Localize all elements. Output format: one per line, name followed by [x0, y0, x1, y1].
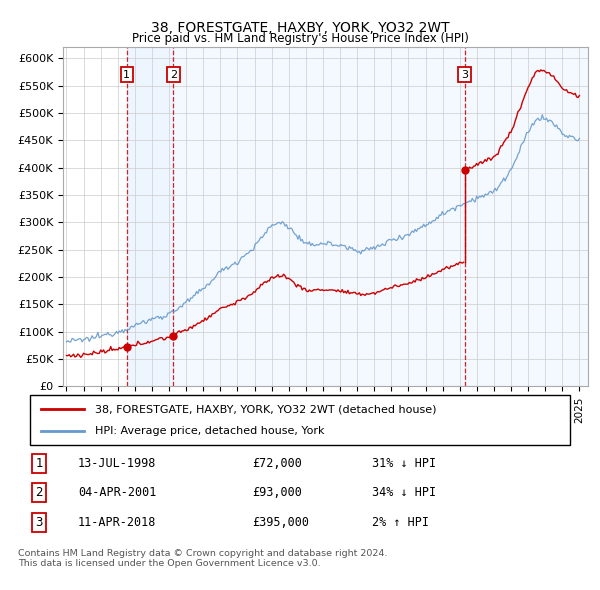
Text: £93,000: £93,000 [252, 486, 302, 499]
Text: This data is licensed under the Open Government Licence v3.0.: This data is licensed under the Open Gov… [18, 559, 320, 568]
Text: 1: 1 [35, 457, 43, 470]
Text: 2% ↑ HPI: 2% ↑ HPI [372, 516, 429, 529]
Text: £72,000: £72,000 [252, 457, 302, 470]
Text: 31% ↓ HPI: 31% ↓ HPI [372, 457, 436, 470]
Text: 13-JUL-1998: 13-JUL-1998 [78, 457, 157, 470]
Text: 2: 2 [35, 486, 43, 499]
Text: 38, FORESTGATE, HAXBY, YORK, YO32 2WT (detached house): 38, FORESTGATE, HAXBY, YORK, YO32 2WT (d… [95, 404, 436, 414]
Text: 2: 2 [170, 70, 177, 80]
Text: 04-APR-2001: 04-APR-2001 [78, 486, 157, 499]
Bar [127, 47, 173, 386]
Text: HPI: Average price, detached house, York: HPI: Average price, detached house, York [95, 427, 325, 437]
Bar [464, 47, 588, 386]
Text: 1: 1 [123, 70, 130, 80]
Bar [173, 47, 464, 386]
Text: 34% ↓ HPI: 34% ↓ HPI [372, 486, 436, 499]
FancyBboxPatch shape [30, 395, 570, 445]
Text: £395,000: £395,000 [252, 516, 309, 529]
Text: Contains HM Land Registry data © Crown copyright and database right 2024.: Contains HM Land Registry data © Crown c… [18, 549, 388, 558]
Text: 3: 3 [461, 70, 468, 80]
Text: 11-APR-2018: 11-APR-2018 [78, 516, 157, 529]
Text: 38, FORESTGATE, HAXBY, YORK, YO32 2WT: 38, FORESTGATE, HAXBY, YORK, YO32 2WT [151, 21, 449, 35]
Text: 3: 3 [35, 516, 43, 529]
Text: Price paid vs. HM Land Registry's House Price Index (HPI): Price paid vs. HM Land Registry's House … [131, 32, 469, 45]
